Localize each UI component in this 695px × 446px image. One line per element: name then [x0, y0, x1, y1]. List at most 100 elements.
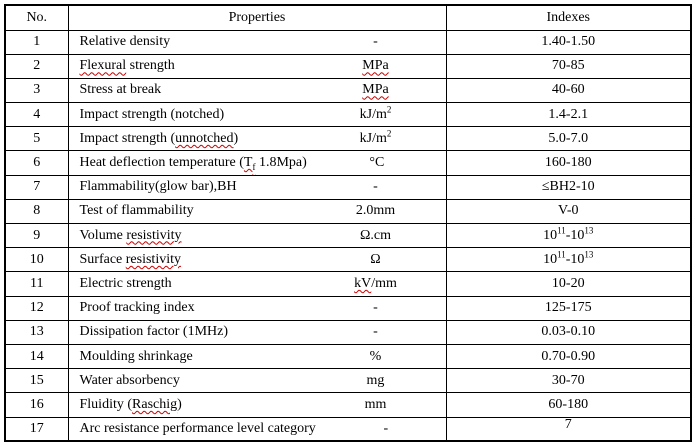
index-value: 60-180: [445, 392, 692, 418]
index-value: 10-20: [445, 271, 692, 297]
table-row: 15 Water absorbency mg 30-70: [4, 368, 692, 394]
index-value: 0.70-0.90: [445, 343, 692, 370]
table-row: 1 Relative density - 1.40-1.50: [4, 29, 692, 55]
table-row: 17 Arc resistance performance level cate…: [4, 416, 692, 442]
table-row: 3 Stress at break MPa 40-60: [4, 77, 692, 104]
row-number: 13: [4, 319, 69, 345]
property-unit: -: [373, 179, 378, 195]
table-row: 13 Dissipation factor (1MHz) - 0.03-0.10: [4, 319, 692, 345]
index-value: 7: [445, 416, 692, 442]
property-unit: mg: [366, 372, 385, 388]
row-number: 8: [4, 198, 69, 225]
property-cell: Fluidity (Raschig) mm: [67, 392, 447, 418]
property-name: Arc resistance performance level categor…: [79, 420, 316, 436]
row-number: 9: [4, 222, 69, 249]
row-number: 7: [4, 174, 69, 200]
property-cell: Impact strength (unnotched) kJ/m2: [67, 126, 447, 152]
index-value: 40-60: [445, 77, 692, 104]
property-cell: Water absorbency mg: [67, 368, 447, 394]
property-unit: MPa: [362, 58, 389, 74]
property-cell: Impact strength (notched) kJ/m2: [67, 102, 447, 128]
row-number: 16: [4, 392, 69, 418]
property-cell: Moulding shrinkage %: [67, 343, 447, 370]
table-row: 2 Flexural strength MPa 70-85: [4, 53, 692, 79]
table-row: 6 Heat deflection temperature (Tf 1.8Mpa…: [4, 150, 692, 176]
property-unit: 2.0mm: [355, 203, 396, 219]
property-name: Electric strength: [79, 275, 172, 291]
row-number: 4: [4, 102, 69, 128]
property-cell: Electric strength kV/mm: [67, 271, 447, 297]
row-number: 3: [4, 77, 69, 104]
row-number: 1: [4, 29, 69, 55]
index-value: 160-180: [445, 150, 692, 176]
property-unit: mm: [364, 396, 387, 412]
index-value: V-0: [445, 198, 692, 225]
property-unit: kJ/m2: [359, 128, 392, 146]
property-name: Heat deflection temperature (Tf 1.8Mpa): [79, 155, 307, 172]
property-cell: Proof tracking index -: [67, 295, 447, 321]
header-indexes: Indexes: [445, 4, 692, 31]
index-value: 125-175: [445, 295, 692, 321]
index-value: 30-70: [445, 368, 692, 394]
table-row: 16 Fluidity (Raschig) mm 60-180: [4, 392, 692, 418]
table-row: 9 Volume resistivity Ω.cm 1011-1013: [4, 222, 692, 249]
property-unit: %: [369, 348, 382, 364]
property-name: Impact strength (unnotched): [79, 130, 239, 146]
index-value: 70-85: [445, 53, 692, 79]
property-unit: MPa: [362, 82, 389, 98]
property-cell: Heat deflection temperature (Tf 1.8Mpa) …: [67, 150, 447, 176]
property-cell: Flexural strength MPa: [67, 53, 447, 79]
table-row: 7 Flammability(glow bar),BH - ≤BH2-10: [4, 174, 692, 200]
table-row: 8 Test of flammability 2.0mm V-0: [4, 198, 692, 225]
index-value: 1011-1013: [445, 247, 692, 273]
index-value: 1011-1013: [445, 222, 692, 249]
table-row: 12 Proof tracking index - 125-175: [4, 295, 692, 321]
property-cell: Dissipation factor (1MHz) -: [67, 319, 447, 345]
property-unit: -: [373, 324, 378, 340]
properties-table: No. Properties Indexes 1 Relative densit…: [4, 4, 692, 443]
property-cell: Volume resistivity Ω.cm: [67, 222, 447, 249]
row-number: 5: [4, 126, 69, 152]
property-name: Flammability(glow bar),BH: [79, 179, 237, 195]
property-unit: Ω.cm: [359, 227, 391, 243]
property-name: Fluidity (Raschig): [79, 396, 182, 412]
property-name: Dissipation factor (1MHz): [79, 324, 229, 340]
property-name: Volume resistivity: [79, 227, 182, 243]
property-cell: Test of flammability 2.0mm: [67, 198, 447, 225]
header-row: No. Properties Indexes: [4, 4, 692, 31]
property-cell: Stress at break MPa: [67, 77, 447, 104]
index-value: 0.03-0.10: [445, 319, 692, 345]
property-name: Stress at break: [79, 82, 162, 98]
property-unit: -: [373, 300, 378, 316]
index-value: 1.40-1.50: [445, 29, 692, 55]
table-row: 5 Impact strength (unnotched) kJ/m2 5.0-…: [4, 126, 692, 152]
property-name: Proof tracking index: [79, 300, 195, 316]
property-name: Test of flammability: [79, 203, 194, 219]
property-name: Surface resistivity: [79, 251, 182, 267]
row-number: 11: [4, 271, 69, 297]
property-name: Flexural strength: [79, 58, 175, 74]
property-unit: °C: [369, 155, 385, 171]
property-name: Moulding shrinkage: [79, 348, 193, 364]
table-row: 14 Moulding shrinkage % 0.70-0.90: [4, 343, 692, 370]
row-number: 17: [4, 416, 69, 442]
row-number: 15: [4, 368, 69, 394]
property-cell: Arc resistance performance level categor…: [67, 416, 447, 442]
property-cell: Flammability(glow bar),BH -: [67, 174, 447, 200]
row-number: 12: [4, 295, 69, 321]
property-name: Relative density: [79, 34, 171, 50]
index-value: ≤BH2-10: [445, 174, 692, 200]
property-unit: -: [383, 420, 389, 436]
row-number: 10: [4, 247, 69, 273]
table-body: 1 Relative density - 1.40-1.50 2 Flexura…: [4, 29, 692, 442]
property-name: Water absorbency: [79, 372, 180, 388]
table-row: 4 Impact strength (notched) kJ/m2 1.4-2.…: [4, 102, 692, 128]
property-cell: Relative density -: [67, 29, 447, 55]
table-row: 11 Electric strength kV/mm 10-20: [4, 271, 692, 297]
index-value: 1.4-2.1: [445, 102, 692, 128]
document-page: No. Properties Indexes 1 Relative densit…: [4, 4, 692, 443]
property-unit: -: [373, 34, 378, 50]
row-number: 14: [4, 343, 69, 370]
property-unit: Ω: [370, 251, 381, 267]
row-number: 2: [4, 53, 69, 79]
